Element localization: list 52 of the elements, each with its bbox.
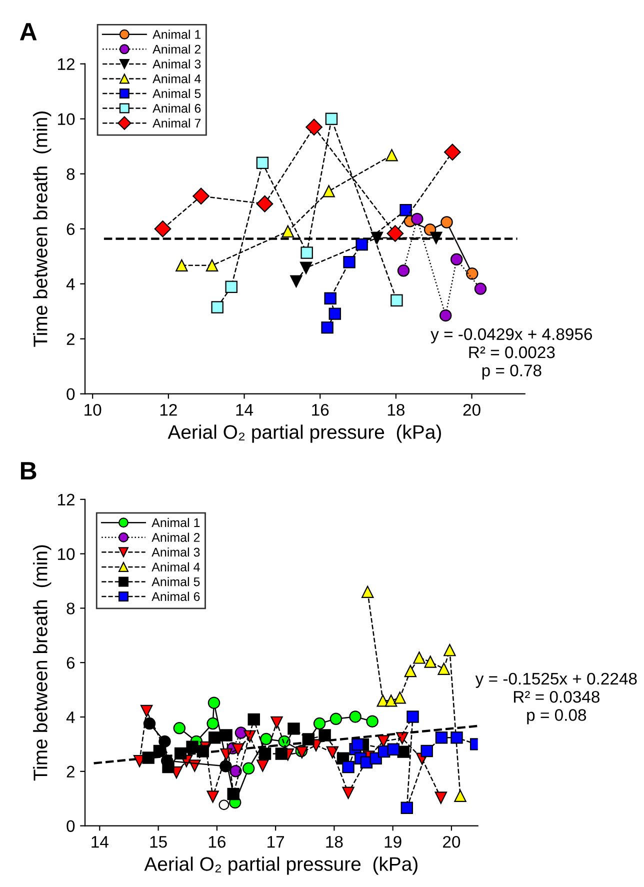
legend-label: Animal 1	[152, 518, 200, 528]
y-tick-label: 4	[66, 712, 75, 724]
legend-label: Animal 2	[152, 532, 200, 542]
y-tick-label: 10	[58, 113, 75, 126]
x-tick-label: 20	[443, 836, 460, 848]
text: p = 0.08	[527, 709, 586, 724]
legend-label: Animal 3	[152, 59, 201, 68]
x-tick-label: 10	[84, 404, 102, 416]
annotation: y = -0.0429x + 4.8956	[430, 328, 592, 344]
y-tick-label: 6	[66, 656, 75, 669]
legend-label: Animal 2	[152, 44, 201, 54]
y-tick-label: 0	[66, 820, 75, 832]
y-tick-label: 12	[58, 58, 74, 70]
x-tick-label: 14	[236, 404, 254, 416]
x-tick-label: 16	[312, 404, 329, 416]
legend-label: Animal 5	[152, 88, 201, 98]
annotation: y = -0.1525x + 0.2248	[475, 672, 637, 688]
legend-label: Animal 7	[152, 118, 201, 128]
x-tick-label: 15	[150, 836, 167, 848]
x-tick-label: 12	[160, 404, 177, 416]
x-tick-label: 20	[463, 404, 480, 416]
annotation: R² = 0.0023	[469, 346, 555, 358]
legend-label: Animal 4	[152, 74, 201, 84]
y-tick-label: 4	[66, 278, 75, 290]
y-tick-label: 8	[66, 602, 75, 614]
legend-label: Animal 1	[152, 30, 201, 39]
y-tick-label: 2	[66, 333, 74, 345]
y-tick-label: 8	[66, 168, 75, 180]
x-tick-label: 16	[208, 836, 226, 848]
y-tick-label: 2	[66, 766, 74, 778]
y-axis-title: Time between breath (min)	[33, 112, 52, 347]
y-tick-label: 12	[58, 494, 74, 506]
x-tick-label: 19	[384, 836, 402, 848]
text: B	[20, 462, 36, 480]
x-tick-label: 14	[92, 836, 108, 848]
text: R² = 0.0348	[514, 690, 600, 703]
y-axis-title: Time between breath (min)	[33, 545, 52, 781]
x-tick-label: 17	[268, 836, 284, 848]
legend-label: Animal 4	[152, 562, 200, 572]
x-axis-title: Aerial O₂ partial pressure (kPa)	[144, 856, 418, 875]
text: A	[20, 23, 37, 40]
y-tick-label: 6	[66, 223, 75, 236]
y-tick-label: 10	[58, 548, 75, 560]
annotation: p = 0.78	[482, 364, 542, 380]
legend-label: Animal 6	[152, 592, 200, 601]
x-tick-label: 18	[388, 404, 404, 416]
y-tick-label: 0	[66, 388, 75, 400]
x-axis-title: Aerial O₂ partial pressure (kPa)	[168, 424, 441, 443]
legend-label: Animal 5	[152, 577, 200, 586]
x-tick-label: 18	[326, 836, 343, 848]
legend-label: Animal 6	[152, 104, 201, 113]
legend-label: Animal 3	[152, 547, 200, 557]
